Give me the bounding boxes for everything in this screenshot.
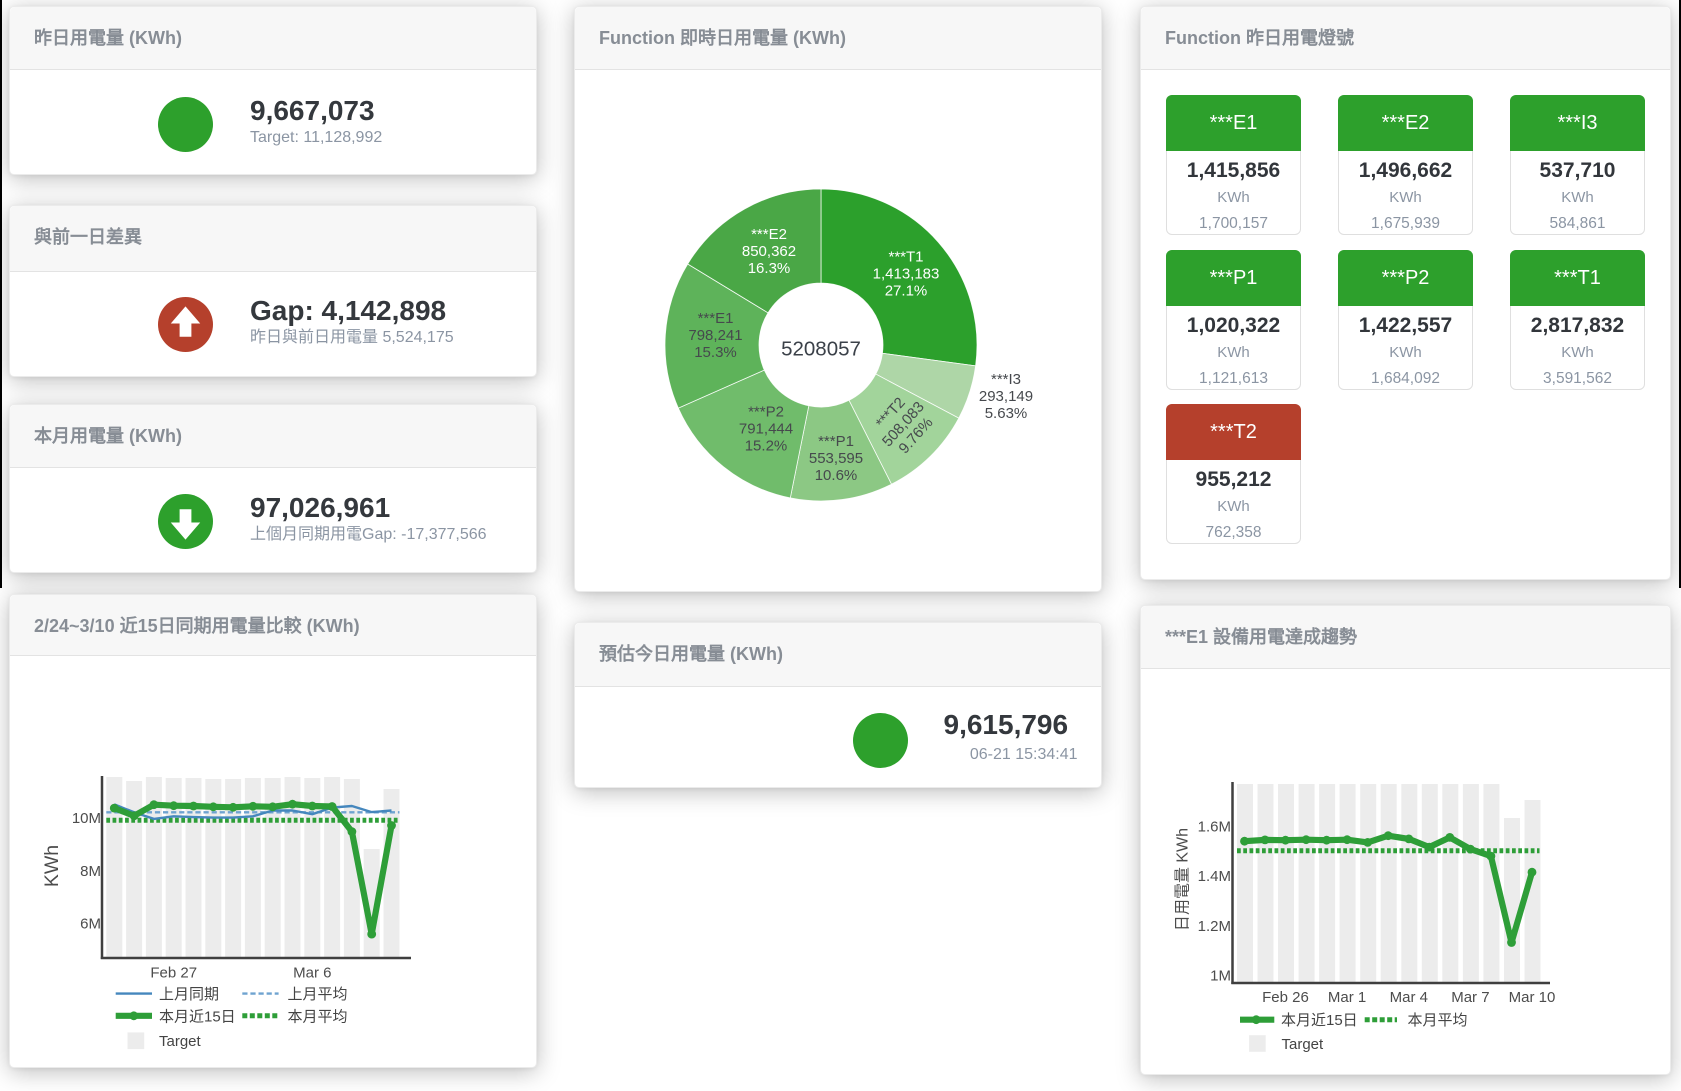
svg-text:Mar 4: Mar 4 (1390, 989, 1428, 1006)
svg-text:1.4M: 1.4M (1198, 868, 1231, 885)
svg-text:本月近15日: 本月近15日 (1281, 1012, 1358, 1029)
svg-text:Target: Target (1282, 1036, 1325, 1053)
svg-text:日用電量 KWh: 日用電量 KWh (1175, 828, 1192, 931)
svg-text:Feb 27: Feb 27 (150, 965, 197, 982)
svg-text:Mar 7: Mar 7 (1451, 989, 1489, 1006)
svg-text:本月近15日: 本月近15日 (159, 1008, 236, 1025)
svg-text:6M: 6M (80, 916, 101, 933)
svg-text:Mar 1: Mar 1 (1328, 989, 1366, 1006)
svg-text:Feb 26: Feb 26 (1262, 989, 1309, 1006)
svg-text:8M: 8M (80, 863, 101, 880)
svg-text:本月平均: 本月平均 (1408, 1012, 1468, 1029)
svg-text:本月平均: 本月平均 (288, 1008, 348, 1025)
svg-text:10M: 10M (72, 810, 101, 827)
svg-text:Mar 6: Mar 6 (293, 965, 331, 982)
svg-text:1.6M: 1.6M (1198, 819, 1231, 836)
svg-text:Mar 10: Mar 10 (1509, 989, 1556, 1006)
svg-text:1.2M: 1.2M (1198, 918, 1231, 935)
svg-text:上月平均: 上月平均 (288, 986, 348, 1003)
svg-text:上月同期: 上月同期 (159, 986, 219, 1003)
svg-text:Target: Target (159, 1033, 202, 1050)
svg-text:KWh: KWh (41, 845, 63, 887)
svg-text:5208057: 5208057 (781, 337, 861, 360)
svg-text:1M: 1M (1210, 968, 1231, 985)
